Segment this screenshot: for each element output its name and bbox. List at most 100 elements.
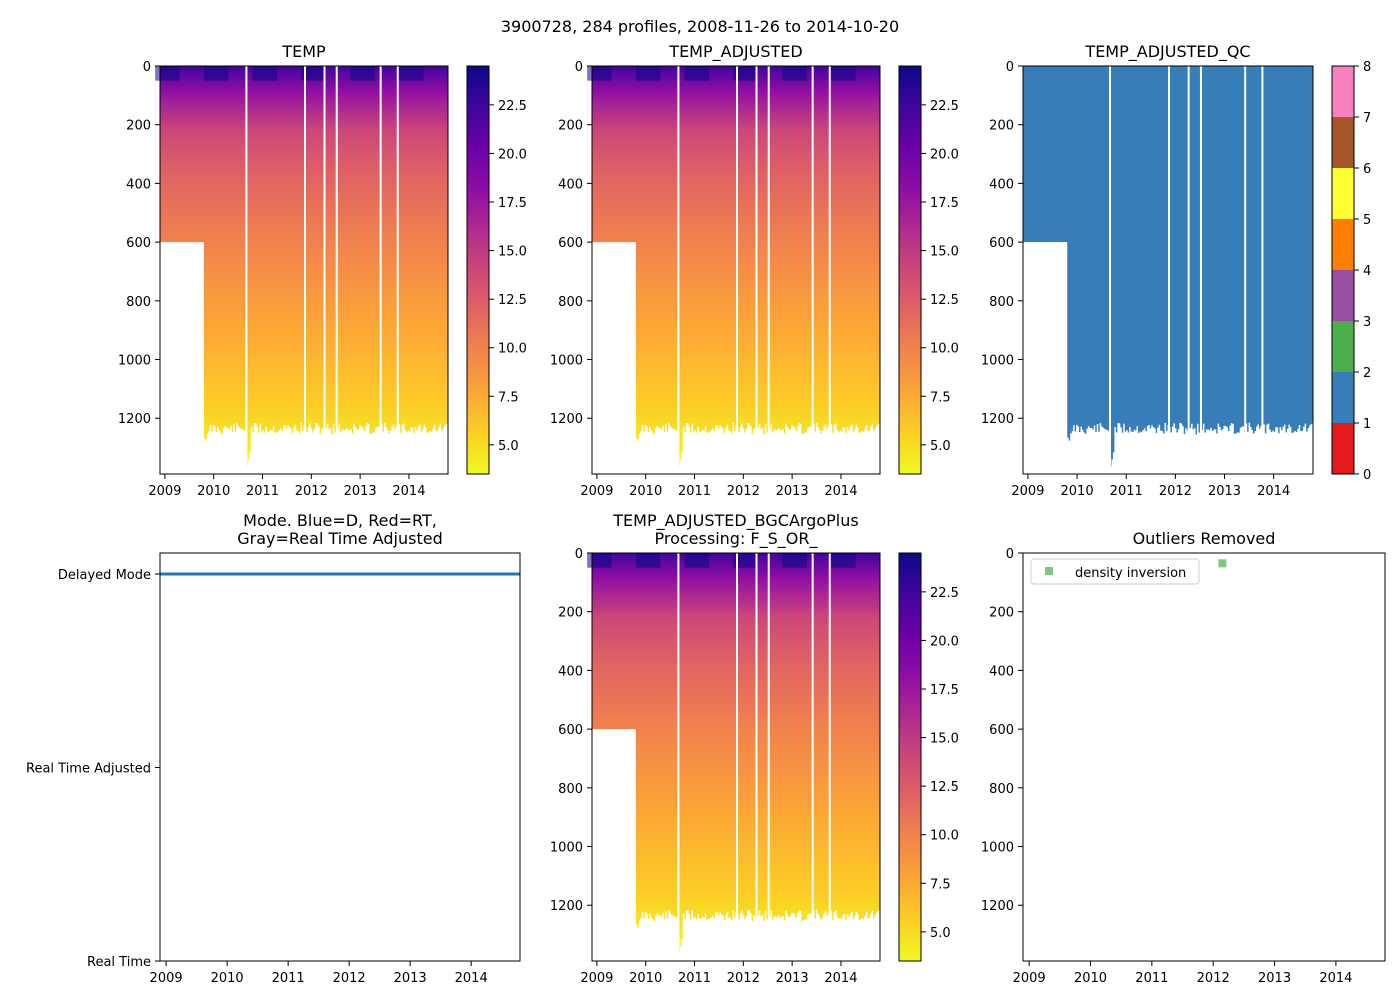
y-tick-label: 0 (1006, 547, 1014, 562)
figure-title: 3900728, 284 profiles, 2008-11-26 to 201… (501, 17, 899, 36)
warm-surface-layer (733, 66, 758, 81)
x-tick-label: 2009 (1013, 971, 1046, 986)
chart-title: TEMP (281, 42, 326, 61)
warm-surface-layer (252, 66, 278, 81)
x-tick-label: 2011 (246, 484, 279, 499)
y-tick-label: 400 (989, 664, 1014, 679)
data-gap (396, 66, 399, 474)
legend-marker (1045, 567, 1053, 575)
warm-surface-layer (733, 553, 758, 568)
data-gap (1109, 66, 1112, 474)
data-gap (1244, 66, 1247, 474)
colorbar-tick-label: 22.5 (930, 99, 959, 114)
data-gap (677, 66, 680, 474)
chart-panel-1: TEMP_ADJUSTED 5.0 7.5 10.0 12.5 15.0 17.5 20.0 2… (550, 42, 959, 499)
chart-title: Outliers Removed (1133, 529, 1276, 548)
colorbar-tick-label: 3 (1363, 315, 1371, 330)
x-tick-label: 2012 (1197, 971, 1230, 986)
data-gap (755, 66, 758, 474)
x-tick-label: 2009 (580, 484, 613, 499)
y-tick-label: 800 (558, 295, 583, 310)
axes-frame (591, 552, 881, 962)
qc-colorbar-band (1332, 66, 1354, 117)
x-tick-label: 2010 (197, 484, 230, 499)
data-gap (828, 553, 831, 961)
colorbar-tick-label: 20.0 (498, 147, 527, 162)
chart-panel-0: TEMP 5.0 7.5 10.0 12.5 15.0 17.5 20.0 22.5 0 200 40… (118, 42, 527, 499)
colorbar-tick-label: 5.0 (930, 439, 951, 454)
y-tick-label: 1200 (981, 412, 1014, 427)
outlier-point (1218, 559, 1227, 568)
x-tick-label: 2010 (629, 971, 662, 986)
colorbar-tick-label: 5.0 (930, 926, 951, 941)
y-tick-label: 800 (126, 295, 151, 310)
colorbar-tick-label: 17.5 (930, 683, 959, 698)
x-tick-label: 2012 (333, 971, 366, 986)
x-tick-label: 2013 (776, 484, 809, 499)
y-tick-label: 400 (126, 177, 151, 192)
y-tick-label: 1000 (981, 354, 1014, 369)
qc-colorbar-band (1332, 423, 1354, 474)
y-tick-label: 200 (989, 119, 1014, 134)
y-tick-label: 0 (575, 547, 583, 562)
data-gap (304, 66, 306, 474)
y-tick-label: 200 (558, 606, 583, 621)
colorbar-tick-label: 15.0 (930, 732, 959, 747)
colorbar-tick-label: 1 (1363, 417, 1371, 432)
data-gap (828, 66, 831, 474)
chart-title: Gray=Real Time Adjusted (237, 529, 443, 548)
chart-title: TEMP_ADJUSTED (668, 42, 802, 62)
axes-frame (591, 65, 881, 475)
data-gap (677, 553, 680, 961)
y-category-label: Real Time (87, 955, 151, 970)
y-tick-label: 0 (575, 60, 583, 75)
y-category-label: Real Time Adjusted (26, 762, 151, 777)
warm-surface-layer (782, 66, 807, 81)
x-tick-label: 2013 (1258, 971, 1291, 986)
chart-panel-3: Mode. Blue=D, Red=RT,Gray=Real Time Adju… (26, 511, 521, 986)
y-tick-label: 200 (558, 119, 583, 134)
y-tick-label: 800 (989, 782, 1014, 797)
x-tick-label: 2009 (1011, 484, 1044, 499)
data-gap (1168, 66, 1170, 474)
qc-colorbar-band (1332, 321, 1354, 372)
data-gap (736, 66, 738, 474)
y-tick-label: 800 (989, 295, 1014, 310)
y-tick-label: 1000 (550, 354, 583, 369)
x-tick-label: 2011 (272, 971, 305, 986)
chart-title: Mode. Blue=D, Red=RT, (243, 511, 437, 530)
data-gap (245, 66, 248, 474)
y-tick-label: 1200 (118, 412, 151, 427)
legend: density inversion (1030, 558, 1200, 585)
warm-surface-layer (635, 553, 661, 568)
x-tick-label: 2011 (1135, 971, 1168, 986)
x-tick-label: 2014 (824, 971, 857, 986)
x-tick-label: 2013 (344, 484, 377, 499)
colorbar-tick-label: 15.0 (498, 245, 527, 260)
legend-label: density inversion (1075, 566, 1186, 581)
colorbar-tick-label: 5 (1363, 213, 1371, 228)
x-tick-label: 2012 (1159, 484, 1192, 499)
y-tick-label: 600 (989, 723, 1014, 738)
qc-colorbar-band (1332, 270, 1354, 321)
x-tick-label: 2012 (295, 484, 328, 499)
colorbar-tick-label: 2 (1363, 366, 1371, 381)
warm-surface-layer (350, 66, 375, 81)
y-tick-label: 1000 (118, 354, 151, 369)
qc-colorbar-band (1332, 372, 1354, 423)
y-tick-label: 200 (126, 119, 151, 134)
data-gap (1187, 66, 1190, 474)
warm-surface-layer (831, 66, 856, 81)
colorbar-tick-label: 10.0 (930, 829, 959, 844)
colorbar-tick-label: 7.5 (930, 877, 951, 892)
axes-frame (159, 552, 521, 962)
colorbar-tick-label: 7.5 (498, 390, 519, 405)
x-tick-label: 2014 (1257, 484, 1290, 499)
x-tick-label: 2010 (1061, 484, 1094, 499)
axes-frame (1022, 552, 1386, 962)
colorbar-tick-label: 0 (1363, 468, 1371, 483)
colorbar-tick-label: 6 (1363, 162, 1371, 177)
colorbar (899, 66, 921, 474)
axes-frame (159, 65, 449, 475)
